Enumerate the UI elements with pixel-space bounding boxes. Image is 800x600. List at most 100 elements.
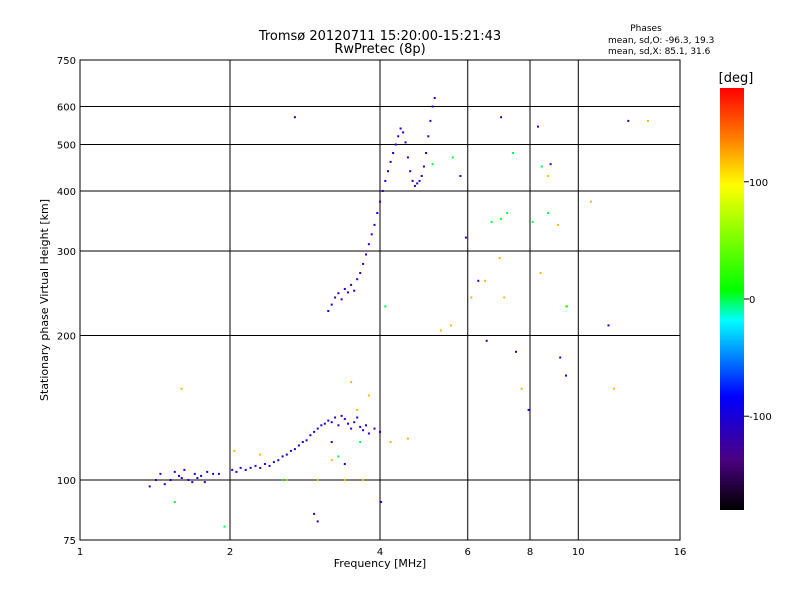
data-point <box>316 427 319 430</box>
chart-title: Tromsø 20120711 15:20:00-15:21:43 <box>258 29 501 44</box>
data-point <box>607 324 610 327</box>
data-point <box>277 459 280 462</box>
y-axis-label: Stationary phase Virtual Height [km] <box>38 199 51 401</box>
data-point <box>362 429 365 432</box>
data-point <box>297 444 300 447</box>
data-point <box>223 525 226 528</box>
colorbar-label: [deg] <box>719 71 754 86</box>
data-point <box>381 190 384 192</box>
data-point <box>212 472 215 475</box>
data-point <box>613 387 616 390</box>
data-point <box>566 305 569 308</box>
data-point <box>285 453 288 456</box>
data-point <box>233 449 236 452</box>
phases-mean-o: mean, sd,O: -96.3, 19.3 <box>608 36 714 46</box>
data-point <box>334 416 337 419</box>
data-point <box>422 165 425 168</box>
x-axis-label: Frequency [MHz] <box>334 557 426 570</box>
data-point <box>537 125 539 128</box>
x-tick-label: 8 <box>527 547 533 558</box>
data-point <box>169 479 172 481</box>
data-point <box>356 416 359 419</box>
data-point <box>309 434 312 437</box>
data-point <box>353 421 356 424</box>
data-point <box>330 421 333 424</box>
data-point <box>193 472 196 475</box>
data-point <box>289 449 292 452</box>
data-point <box>350 283 353 286</box>
data-point <box>293 448 296 451</box>
data-point <box>411 179 414 182</box>
data-point <box>470 296 473 299</box>
data-points <box>148 97 649 528</box>
y-tick-labels: 75 100 200 300 400 500 600 750 <box>57 56 76 547</box>
data-point <box>500 217 503 220</box>
data-point <box>148 485 151 488</box>
data-point <box>263 463 266 465</box>
data-point <box>379 200 381 203</box>
y-tick-label: 500 <box>57 141 76 152</box>
data-point <box>527 408 530 411</box>
data-point <box>539 272 542 274</box>
data-point <box>427 135 430 138</box>
data-point <box>239 466 242 469</box>
data-point <box>425 152 428 154</box>
data-point <box>249 466 252 469</box>
data-point <box>320 424 323 427</box>
data-point <box>409 170 412 173</box>
data-point <box>490 220 493 223</box>
data-point <box>180 477 183 479</box>
y-tick-label: 200 <box>57 332 76 343</box>
data-point <box>203 481 206 484</box>
data-point <box>356 408 359 411</box>
data-point <box>464 236 467 239</box>
data-point <box>359 441 362 443</box>
data-point <box>384 179 387 182</box>
data-point <box>531 220 534 223</box>
x-tick-label: 2 <box>227 547 233 558</box>
x-tick-labels: 1 2 4 6 8 10 16 <box>77 547 687 558</box>
data-point <box>565 305 567 308</box>
y-tick-label: 300 <box>57 247 76 258</box>
data-point <box>402 131 405 134</box>
data-point <box>367 394 370 397</box>
colorbar-tick-label: 100 <box>749 178 768 189</box>
data-point <box>340 414 343 417</box>
data-point <box>244 468 247 471</box>
x-tick-label: 4 <box>377 547 383 558</box>
data-point <box>347 291 349 294</box>
data-point <box>459 175 462 177</box>
data-point <box>365 253 367 256</box>
data-point <box>506 212 509 214</box>
data-point <box>350 381 353 384</box>
data-point <box>343 288 346 290</box>
data-point <box>196 477 199 479</box>
data-point <box>259 466 262 469</box>
data-point <box>547 175 550 177</box>
phases-mean-x: mean, sd,X: 85.1, 31.6 <box>608 47 711 57</box>
data-point <box>498 257 501 260</box>
data-point <box>347 422 349 425</box>
data-point <box>394 143 397 146</box>
data-point <box>370 233 373 236</box>
data-point <box>235 470 238 473</box>
data-point <box>362 479 365 481</box>
data-point <box>556 223 559 226</box>
data-point <box>431 163 434 166</box>
data-point <box>285 479 288 481</box>
data-point <box>439 329 442 332</box>
data-point <box>159 472 162 475</box>
data-point <box>327 419 330 422</box>
data-point <box>359 425 362 428</box>
data-point <box>340 298 343 301</box>
x-tick-label: 10 <box>572 547 585 558</box>
data-point <box>330 441 333 443</box>
data-point <box>565 374 567 377</box>
data-point <box>206 470 209 473</box>
data-point <box>379 430 381 433</box>
data-point <box>343 479 346 481</box>
data-point <box>178 474 180 477</box>
data-point <box>433 97 436 99</box>
data-point <box>512 152 515 154</box>
data-point <box>451 156 454 159</box>
